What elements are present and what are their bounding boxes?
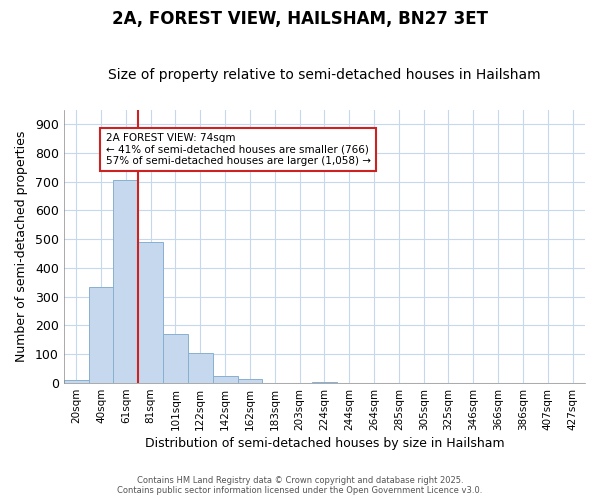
Bar [188,353,213,383]
Text: Contains HM Land Registry data © Crown copyright and database right 2025.
Contai: Contains HM Land Registry data © Crown c… [118,476,482,495]
Bar [113,180,138,383]
Bar [89,286,113,383]
Bar [138,242,163,383]
Bar [238,379,262,383]
Bar [213,376,238,383]
X-axis label: Distribution of semi-detached houses by size in Hailsham: Distribution of semi-detached houses by … [145,437,504,450]
Bar [163,334,188,383]
Title: Size of property relative to semi-detached houses in Hailsham: Size of property relative to semi-detach… [108,68,541,82]
Bar [312,382,337,383]
Y-axis label: Number of semi-detached properties: Number of semi-detached properties [15,130,28,362]
Bar [64,380,89,383]
Text: 2A, FOREST VIEW, HAILSHAM, BN27 3ET: 2A, FOREST VIEW, HAILSHAM, BN27 3ET [112,10,488,28]
Text: 2A FOREST VIEW: 74sqm
← 41% of semi-detached houses are smaller (766)
57% of sem: 2A FOREST VIEW: 74sqm ← 41% of semi-deta… [106,133,371,166]
